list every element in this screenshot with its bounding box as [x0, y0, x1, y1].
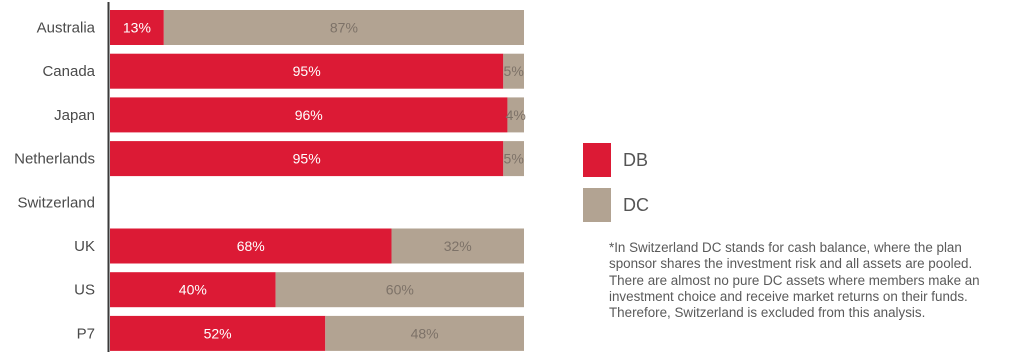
legend-item-dc: DC [583, 188, 649, 222]
category-label-japan: Japan [54, 107, 95, 124]
stacked-bar-chart: Australia 13% 87% Canada 95% 5% Japan 96% 4% Neth… [14, 2, 526, 352]
data-label-db-australia: 13% [123, 20, 151, 36]
legend-swatch-dc [583, 188, 611, 222]
data-label-db-us: 40% [179, 282, 207, 298]
bar-dc-canada [503, 53, 524, 89]
legend-swatch-db [583, 143, 611, 177]
legend-label-db: DB [623, 149, 649, 170]
data-label-dc-australia: 87% [330, 20, 358, 36]
bar-dc-netherlands [503, 141, 524, 177]
data-label-db-canada: 95% [293, 63, 321, 79]
legend-item-db: DB [583, 143, 649, 177]
bar-db-canada [110, 53, 504, 89]
category-label-us: US [74, 282, 95, 299]
data-label-dc-us: 60% [386, 282, 414, 298]
data-label-db-japan: 96% [295, 107, 323, 123]
data-label-db-p7: 52% [204, 325, 232, 341]
bar-db-japan [110, 97, 508, 133]
bar-db-australia [110, 10, 164, 45]
category-label-australia: Australia [37, 20, 96, 37]
labels-group: Australia 13% 87% Canada 95% 5% Japan 96% 4% Neth… [14, 20, 526, 343]
bar-db-netherlands [110, 141, 504, 177]
footnote: *In Switzerland DC stands for cash balan… [609, 240, 980, 321]
bar-db-p7 [110, 315, 326, 351]
bar-dc-uk [391, 228, 524, 264]
bar-dc-us [275, 272, 524, 308]
data-label-dc-netherlands: 5% [504, 151, 524, 167]
data-label-dc-japan: 4% [506, 107, 526, 123]
data-label-db-uk: 68% [237, 238, 265, 254]
data-label-db-netherlands: 95% [293, 151, 321, 167]
data-label-dc-canada: 5% [504, 63, 524, 79]
legend-label-dc: DC [623, 194, 649, 215]
category-label-p7: P7 [77, 325, 95, 342]
bar-dc-australia [163, 10, 524, 45]
legend: DB DC [583, 143, 649, 233]
category-label-netherlands: Netherlands [14, 151, 95, 168]
bars-group [110, 10, 524, 351]
data-label-dc-p7: 48% [411, 325, 439, 341]
bar-dc-japan [507, 97, 524, 133]
bar-db-us [110, 272, 276, 308]
data-label-dc-uk: 32% [444, 238, 472, 254]
category-label-canada: Canada [42, 63, 95, 80]
category-label-switzerland: Switzerland [17, 194, 95, 211]
bar-dc-p7 [325, 315, 524, 351]
bar-db-uk [110, 228, 392, 264]
category-label-uk: UK [74, 238, 95, 255]
